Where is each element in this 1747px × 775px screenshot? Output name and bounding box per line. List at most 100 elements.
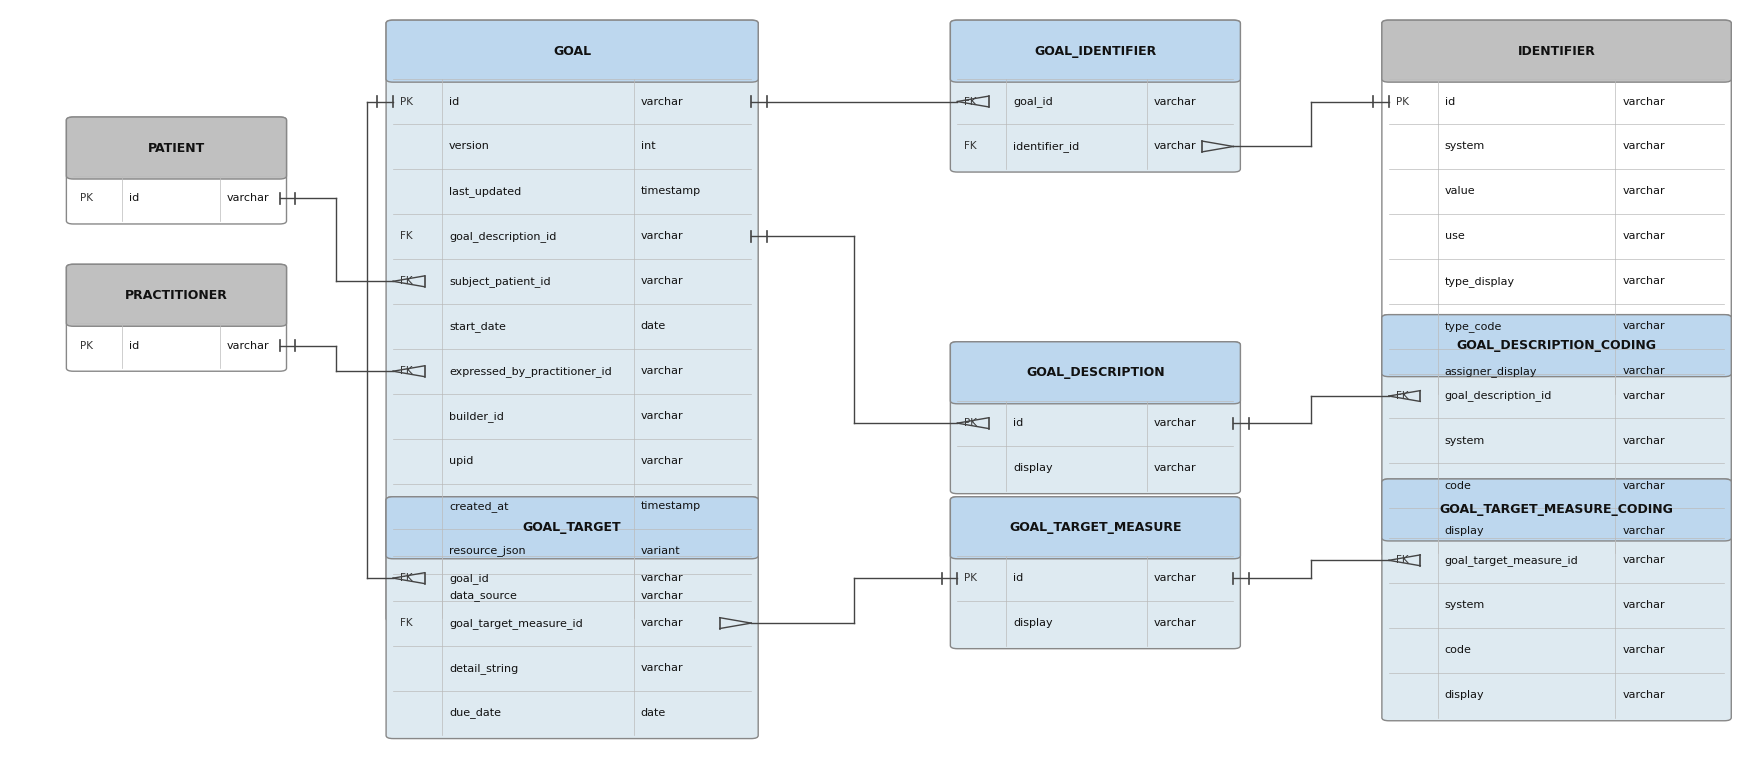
- FancyBboxPatch shape: [386, 497, 758, 559]
- Text: FK: FK: [964, 142, 977, 151]
- Text: id: id: [1013, 418, 1024, 428]
- FancyBboxPatch shape: [950, 20, 1240, 82]
- Text: PK: PK: [964, 574, 977, 583]
- Text: last_updated: last_updated: [449, 186, 521, 197]
- Text: varchar: varchar: [1623, 601, 1665, 610]
- Text: varchar: varchar: [1623, 526, 1665, 536]
- Text: varchar: varchar: [227, 194, 269, 203]
- FancyBboxPatch shape: [950, 497, 1240, 559]
- Text: type_display: type_display: [1445, 276, 1515, 287]
- Text: date: date: [641, 322, 666, 331]
- Text: due_date: due_date: [449, 708, 501, 718]
- Text: goal_description_id: goal_description_id: [449, 231, 556, 242]
- Text: varchar: varchar: [641, 97, 683, 106]
- Text: varchar: varchar: [641, 663, 683, 673]
- FancyBboxPatch shape: [386, 497, 758, 739]
- FancyBboxPatch shape: [1382, 315, 1731, 556]
- FancyBboxPatch shape: [950, 342, 1240, 404]
- Text: goal_id: goal_id: [1013, 96, 1053, 107]
- Text: start_date: start_date: [449, 321, 507, 332]
- FancyBboxPatch shape: [1382, 20, 1731, 397]
- FancyBboxPatch shape: [950, 20, 1240, 172]
- Text: GOAL_DESCRIPTION: GOAL_DESCRIPTION: [1025, 367, 1165, 379]
- FancyBboxPatch shape: [386, 20, 758, 622]
- Text: IDENTIFIER: IDENTIFIER: [1518, 45, 1595, 57]
- Text: FK: FK: [1396, 556, 1408, 565]
- Text: varchar: varchar: [1155, 463, 1197, 473]
- Text: upid: upid: [449, 456, 473, 466]
- FancyBboxPatch shape: [386, 20, 758, 82]
- Text: PK: PK: [964, 418, 977, 428]
- Text: display: display: [1013, 463, 1053, 473]
- Text: varchar: varchar: [1623, 187, 1665, 196]
- Text: timestamp: timestamp: [641, 187, 701, 196]
- Text: display: display: [1013, 618, 1053, 628]
- Text: id: id: [449, 97, 459, 106]
- Text: varchar: varchar: [1155, 574, 1197, 583]
- Text: id: id: [129, 341, 140, 350]
- Text: FK: FK: [400, 277, 412, 286]
- Text: FK: FK: [964, 97, 977, 106]
- Text: varchar: varchar: [1623, 142, 1665, 151]
- Text: created_at: created_at: [449, 501, 508, 512]
- Text: type_code: type_code: [1445, 321, 1502, 332]
- Text: FK: FK: [400, 618, 412, 628]
- Text: varchar: varchar: [1155, 418, 1197, 428]
- Text: date: date: [641, 708, 666, 718]
- Text: system: system: [1445, 601, 1485, 610]
- Text: resource_json: resource_json: [449, 546, 526, 556]
- Text: varchar: varchar: [1155, 97, 1197, 106]
- Text: code: code: [1445, 646, 1471, 655]
- Text: goal_id: goal_id: [449, 573, 489, 584]
- Text: varchar: varchar: [1623, 232, 1665, 241]
- Text: varchar: varchar: [1155, 142, 1197, 151]
- Text: GOAL_TARGET_MEASURE_CODING: GOAL_TARGET_MEASURE_CODING: [1440, 504, 1674, 516]
- Text: id: id: [1445, 97, 1455, 106]
- Text: assigner_display: assigner_display: [1445, 366, 1537, 377]
- Text: varchar: varchar: [641, 367, 683, 376]
- FancyBboxPatch shape: [66, 117, 287, 224]
- Text: GOAL: GOAL: [554, 45, 590, 57]
- Text: PK: PK: [80, 194, 93, 203]
- Text: variant: variant: [641, 546, 680, 556]
- Text: GOAL_TARGET: GOAL_TARGET: [522, 522, 622, 534]
- Text: varchar: varchar: [1623, 646, 1665, 655]
- Text: varchar: varchar: [1623, 556, 1665, 565]
- FancyBboxPatch shape: [66, 264, 287, 326]
- Text: varchar: varchar: [227, 341, 269, 350]
- Text: goal_description_id: goal_description_id: [1445, 391, 1551, 401]
- Text: varchar: varchar: [1155, 618, 1197, 628]
- FancyBboxPatch shape: [66, 117, 287, 179]
- Text: varchar: varchar: [641, 591, 683, 601]
- Text: value: value: [1445, 187, 1476, 196]
- Text: varchar: varchar: [1623, 391, 1665, 401]
- Text: varchar: varchar: [641, 277, 683, 286]
- Text: varchar: varchar: [1623, 322, 1665, 331]
- Text: varchar: varchar: [641, 232, 683, 241]
- Text: varchar: varchar: [1623, 691, 1665, 700]
- Text: expressed_by_practitioner_id: expressed_by_practitioner_id: [449, 366, 611, 377]
- Text: varchar: varchar: [1623, 97, 1665, 106]
- Text: FK: FK: [1396, 391, 1408, 401]
- Text: varchar: varchar: [641, 574, 683, 583]
- Text: varchar: varchar: [1623, 481, 1665, 491]
- Text: identifier_id: identifier_id: [1013, 141, 1080, 152]
- Text: id: id: [1013, 574, 1024, 583]
- Text: varchar: varchar: [641, 412, 683, 421]
- FancyBboxPatch shape: [950, 342, 1240, 494]
- FancyBboxPatch shape: [1382, 479, 1731, 721]
- FancyBboxPatch shape: [1382, 315, 1731, 377]
- Text: data_source: data_source: [449, 591, 517, 601]
- Text: id: id: [129, 194, 140, 203]
- Text: GOAL_TARGET_MEASURE: GOAL_TARGET_MEASURE: [1010, 522, 1181, 534]
- Text: varchar: varchar: [641, 456, 683, 466]
- FancyBboxPatch shape: [950, 497, 1240, 649]
- Text: display: display: [1445, 691, 1485, 700]
- Text: FK: FK: [400, 367, 412, 376]
- Text: PATIENT: PATIENT: [148, 142, 204, 154]
- Text: builder_id: builder_id: [449, 411, 503, 422]
- Text: FK: FK: [400, 232, 412, 241]
- Text: use: use: [1445, 232, 1464, 241]
- Text: PK: PK: [80, 341, 93, 350]
- Text: system: system: [1445, 142, 1485, 151]
